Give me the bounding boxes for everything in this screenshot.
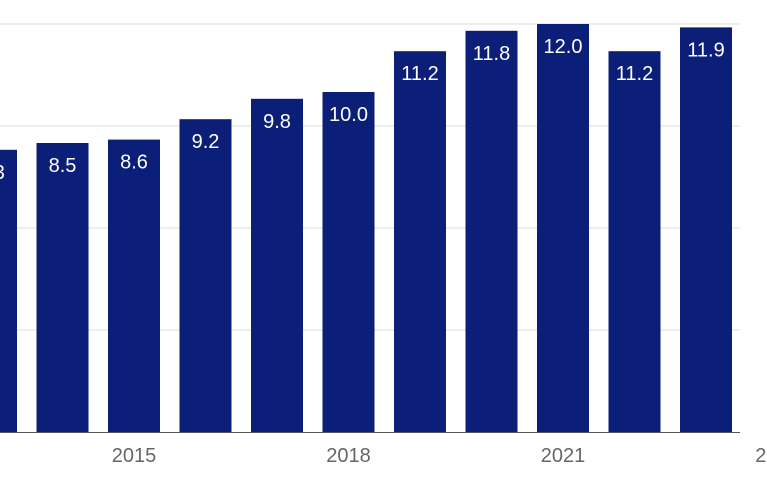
bar-labels-layer: 8.3 8.5 8.6 9.2 9.8 10.0 11.2 11.8 12.0 11.2 11.9 <box>0 36 725 184</box>
bar <box>608 51 661 432</box>
x-tick-label: 2024 <box>755 445 767 467</box>
bar-value-label: 8.5 <box>49 155 77 177</box>
x-tick-label: 2021 <box>541 445 586 467</box>
x-tick-label: 2015 <box>112 445 157 467</box>
bar-value-label: 11.2 <box>401 63 438 85</box>
bar <box>108 139 160 432</box>
bar-value-label: 11.9 <box>687 39 724 61</box>
x-tick-labels-layer: 2015 2018 2021 2024 <box>112 445 767 467</box>
bar-value-label: 11.2 <box>616 63 653 85</box>
bar <box>322 92 375 432</box>
bar-value-label: 9.2 <box>192 131 220 153</box>
bar <box>0 149 17 433</box>
bar <box>251 98 303 433</box>
bar-value-label: 10.0 <box>329 104 368 126</box>
bar-value-label: 8.3 <box>0 162 5 184</box>
bar-value-label: 8.6 <box>120 152 148 174</box>
bar <box>680 27 732 433</box>
bars-layer <box>0 24 732 433</box>
bar-value-label: 9.8 <box>263 111 291 133</box>
x-tick-label: 2018 <box>326 445 371 467</box>
bar <box>36 143 89 432</box>
bar-value-label: 11.8 <box>473 43 510 65</box>
bar <box>394 51 446 432</box>
bar-value-label: 12.0 <box>544 36 583 58</box>
bar <box>179 119 232 432</box>
bar <box>465 30 518 433</box>
bar <box>537 24 589 432</box>
